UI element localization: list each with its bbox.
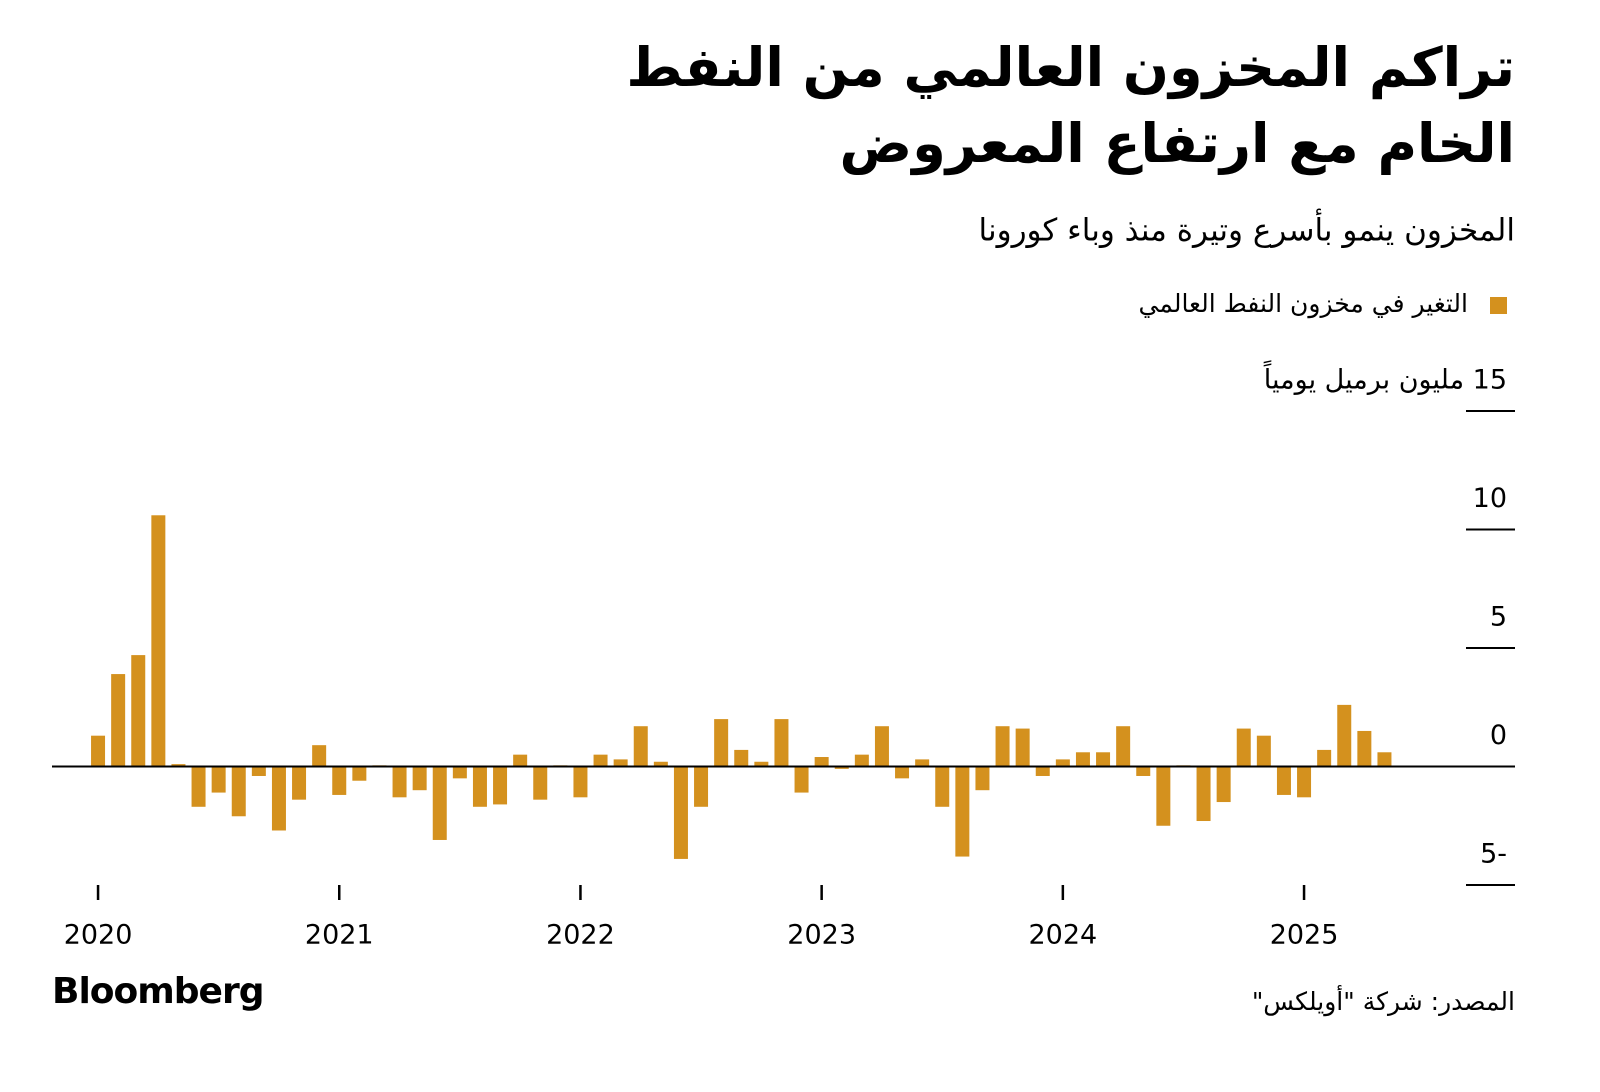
bar xyxy=(593,754,608,767)
y-tick-label: 5 xyxy=(1490,602,1507,633)
bar xyxy=(653,761,668,767)
bar xyxy=(513,754,528,767)
bar xyxy=(1075,752,1090,767)
bar xyxy=(111,674,126,767)
bar xyxy=(452,766,467,779)
bar xyxy=(392,766,407,798)
bar xyxy=(814,757,829,767)
bar xyxy=(1337,704,1352,767)
source: المصدر: شركة "أويلكس" xyxy=(1252,984,1515,1017)
bar xyxy=(1015,728,1030,767)
bar xyxy=(754,761,769,767)
bar xyxy=(251,766,266,776)
bar xyxy=(412,766,427,791)
bar xyxy=(432,766,447,840)
bar xyxy=(1136,766,1151,776)
bar xyxy=(734,749,749,767)
bar xyxy=(131,655,146,767)
bar xyxy=(533,766,548,800)
x-tick-label: 2024 xyxy=(1028,920,1097,951)
legend-swatch xyxy=(1490,297,1507,314)
bar xyxy=(694,766,709,807)
bar xyxy=(774,719,789,767)
bar xyxy=(171,764,186,767)
bar xyxy=(1256,735,1271,767)
bar xyxy=(1357,730,1372,767)
bar xyxy=(352,766,367,781)
logo: Bloomberg xyxy=(52,971,263,1012)
bar xyxy=(1236,728,1251,767)
bar xyxy=(472,766,487,807)
bar xyxy=(854,754,869,767)
bar xyxy=(151,515,166,767)
bar xyxy=(975,766,990,791)
bar xyxy=(292,766,307,800)
bar xyxy=(91,735,106,767)
x-tick-label: 2023 xyxy=(787,920,856,951)
bar xyxy=(332,766,347,795)
x-tick-label: 2020 xyxy=(64,920,133,951)
bar xyxy=(211,766,226,793)
bar xyxy=(633,726,648,767)
bar xyxy=(191,766,206,807)
x-tick-label: 2021 xyxy=(305,920,374,951)
bar xyxy=(714,719,729,767)
bar xyxy=(1216,766,1231,803)
x-tick-label: 2022 xyxy=(546,920,615,951)
chart-title: تراكم المخزون العالمي من النفط الخام مع … xyxy=(626,36,1515,175)
bar xyxy=(1116,726,1131,767)
y-tick-label: 15 مليون برميل يومياً xyxy=(1263,360,1507,396)
bar xyxy=(834,766,849,769)
bar xyxy=(1196,766,1211,822)
bar xyxy=(874,726,889,767)
legend-label: التغير في مخزون النفط العالمي xyxy=(1139,289,1468,319)
bar xyxy=(1297,766,1312,798)
bar xyxy=(995,726,1010,767)
bar xyxy=(231,766,246,817)
bar xyxy=(1096,752,1111,767)
bar xyxy=(312,745,327,767)
bar xyxy=(895,766,910,779)
x-tick-label: 2025 xyxy=(1270,920,1339,951)
bar xyxy=(1276,766,1291,795)
bar xyxy=(271,766,286,831)
bar xyxy=(493,766,508,805)
chart-subtitle: المخزون ينمو بأسرع وتيرة منذ وباء كورونا xyxy=(979,209,1515,249)
bar xyxy=(1156,766,1171,826)
y-tick-label: 10 xyxy=(1473,483,1507,514)
bar xyxy=(673,766,688,859)
y-tick-label: 0 xyxy=(1490,720,1507,751)
bar xyxy=(613,759,628,767)
bar xyxy=(794,766,809,793)
bar xyxy=(1377,752,1392,767)
bar xyxy=(915,759,930,767)
bar xyxy=(573,766,588,798)
bar xyxy=(1317,749,1332,767)
bar xyxy=(955,766,970,857)
y-tick-label: -5 xyxy=(1480,839,1507,870)
bar xyxy=(935,766,950,807)
bar xyxy=(1055,759,1070,767)
bar xyxy=(1035,766,1050,776)
